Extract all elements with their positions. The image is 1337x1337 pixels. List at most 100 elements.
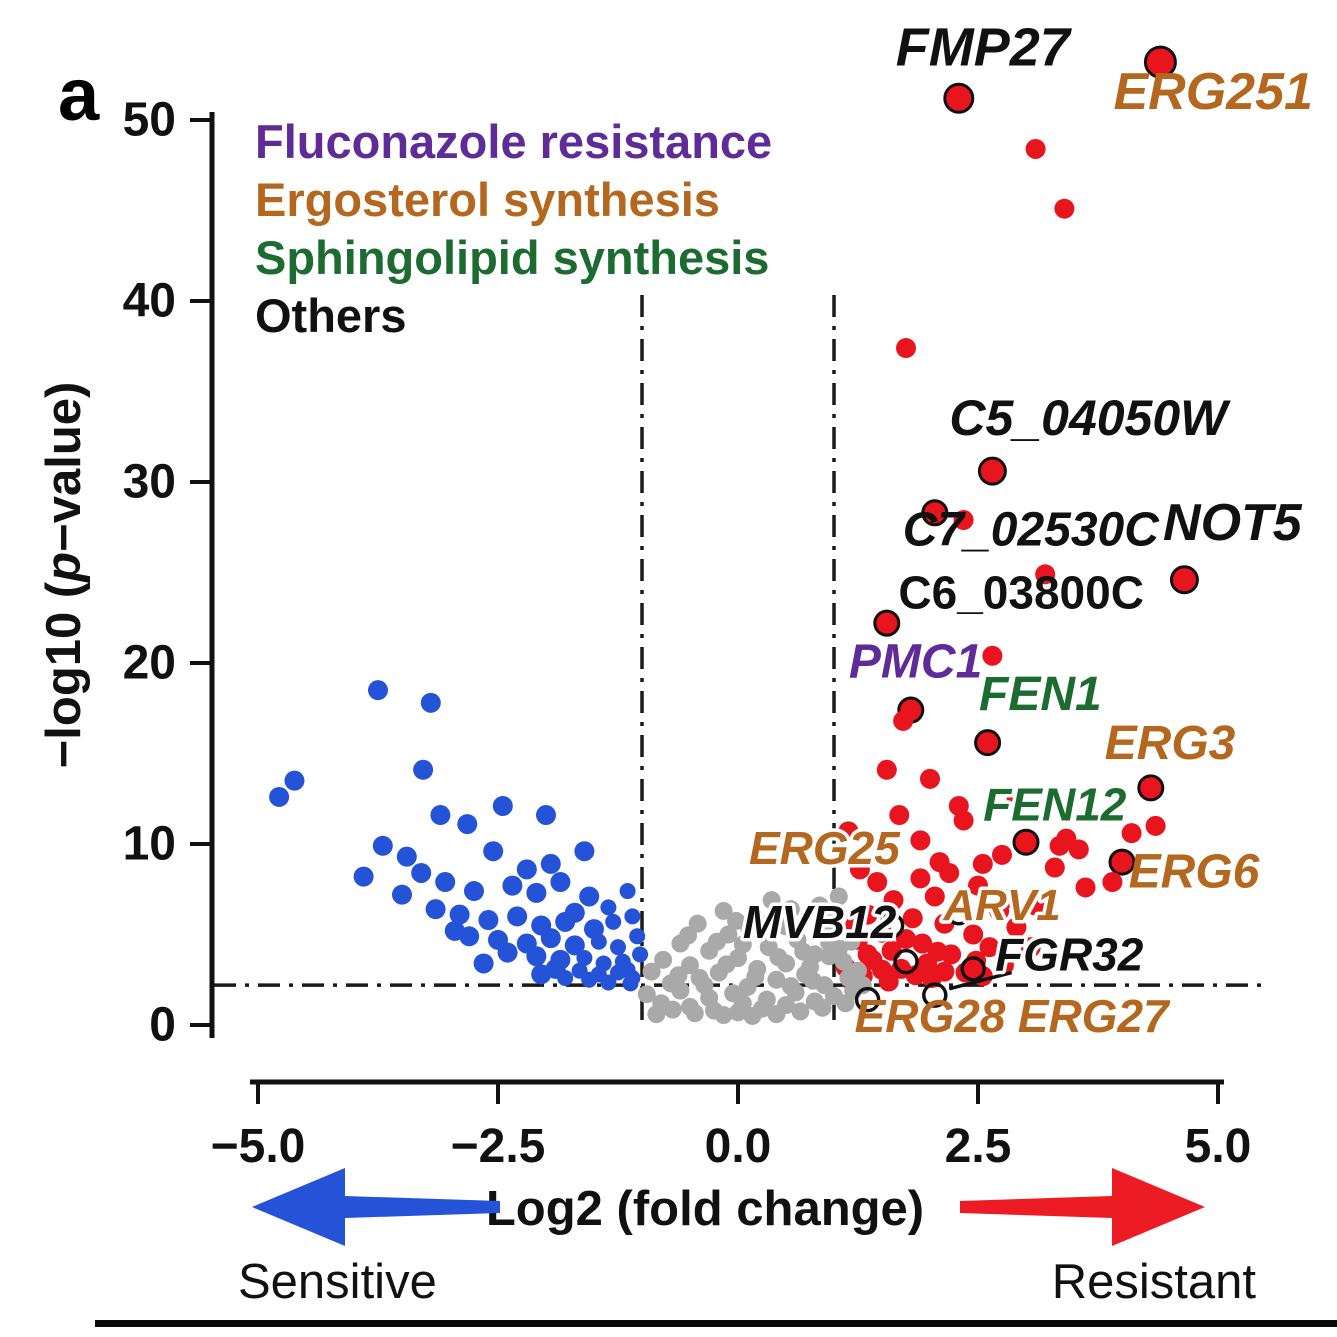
data-point (979, 937, 1000, 958)
data-point (845, 915, 866, 936)
data-point (825, 907, 843, 926)
data-point (581, 971, 598, 988)
data-point (663, 1000, 682, 1019)
resistant-arrow-icon (960, 1168, 1205, 1246)
gene-label: NOT5 (1163, 494, 1303, 552)
data-point (791, 1002, 810, 1021)
data-point (1006, 786, 1027, 807)
data-point (992, 844, 1012, 865)
data-point (707, 932, 726, 951)
data-point (632, 946, 649, 963)
data-point (953, 810, 974, 831)
data-point (492, 795, 513, 816)
x-axis: −5.0 −2.5 0.0 2.5 5.0 Log2 (fold change) (211, 1079, 1251, 1236)
data-point (502, 875, 523, 896)
data-point (989, 900, 1010, 921)
y-tick-label: 10 (123, 818, 176, 871)
data-point (924, 886, 945, 907)
data-point (963, 924, 984, 945)
data-point (269, 786, 290, 807)
data-point (1143, 45, 1177, 79)
data-point (1121, 823, 1142, 844)
data-point (457, 814, 478, 835)
data-point (1035, 564, 1056, 585)
data-point (714, 901, 733, 920)
data-point (1020, 937, 1041, 958)
data-point (910, 868, 931, 889)
data-point (727, 911, 746, 930)
data-point (777, 917, 795, 936)
data-point (857, 944, 878, 965)
data-point (669, 966, 688, 985)
x-tick-label: 2.5 (945, 1120, 1012, 1173)
data-point (284, 770, 305, 791)
gene-label: FMP27 (896, 18, 1073, 78)
data-point (717, 955, 736, 974)
y-tick-label: 30 (123, 456, 176, 509)
data-point (842, 932, 861, 951)
data-point (849, 859, 870, 880)
data-point (934, 961, 955, 982)
data-point (873, 609, 901, 637)
data-point (889, 805, 910, 826)
data-point (540, 853, 561, 874)
data-point (1044, 857, 1065, 878)
series-resistant (835, 45, 1199, 992)
data-point (896, 338, 916, 359)
data-point (1169, 565, 1199, 595)
data-point (531, 964, 552, 985)
data-point (605, 913, 622, 930)
data-point (982, 645, 1003, 666)
data-point (746, 968, 765, 987)
x-tick-label: −5.0 (211, 1120, 306, 1173)
data-point (1012, 828, 1040, 856)
y-tick-group: 0 10 20 30 40 50 (123, 94, 212, 1052)
data-point (600, 974, 617, 991)
x-tick-label: −2.5 (451, 1120, 546, 1173)
data-point (507, 906, 528, 927)
data-point (444, 920, 465, 941)
data-point (372, 835, 393, 856)
data-point (849, 961, 867, 980)
gene-label: ERG25 (749, 822, 901, 874)
series-nonsignificant (637, 887, 872, 1025)
data-point (910, 830, 931, 851)
data-point (564, 902, 585, 923)
data-point (590, 933, 607, 950)
open-data-point (878, 912, 905, 939)
data-point (893, 710, 914, 731)
data-point (755, 915, 774, 934)
open-data-point (922, 982, 948, 1008)
gene-label: ERG251 (1113, 63, 1312, 121)
gene-label: ERG6 (1129, 845, 1260, 898)
gene-label: C5_04050W (949, 390, 1231, 446)
data-point (767, 970, 786, 989)
data-point (642, 962, 661, 981)
data-point (810, 896, 829, 915)
legend-item: Sphingolipid synthesis (255, 231, 769, 284)
data-point (435, 872, 456, 893)
data-point (927, 941, 948, 962)
gene-label: FEN12 (983, 778, 1127, 830)
data-point (610, 939, 626, 956)
data-point (624, 908, 641, 925)
data-point (1145, 815, 1166, 836)
data-point (743, 1006, 762, 1025)
open-data-point (893, 948, 919, 975)
resistant-label: Resistant (1052, 1255, 1257, 1309)
data-point (733, 935, 752, 954)
data-point (464, 881, 484, 902)
x-tick-label: 0.0 (705, 1120, 772, 1173)
y-tick-label: 50 (123, 94, 176, 147)
data-point (695, 976, 714, 995)
data-point (497, 942, 518, 963)
data-point (654, 950, 673, 969)
legend-item: Fluconazole resistance (255, 115, 772, 168)
data-point (1006, 917, 1027, 938)
data-point (420, 692, 441, 713)
data-point (794, 942, 813, 961)
data-point (820, 947, 839, 966)
gene-label: ERG27 (1018, 990, 1171, 1042)
